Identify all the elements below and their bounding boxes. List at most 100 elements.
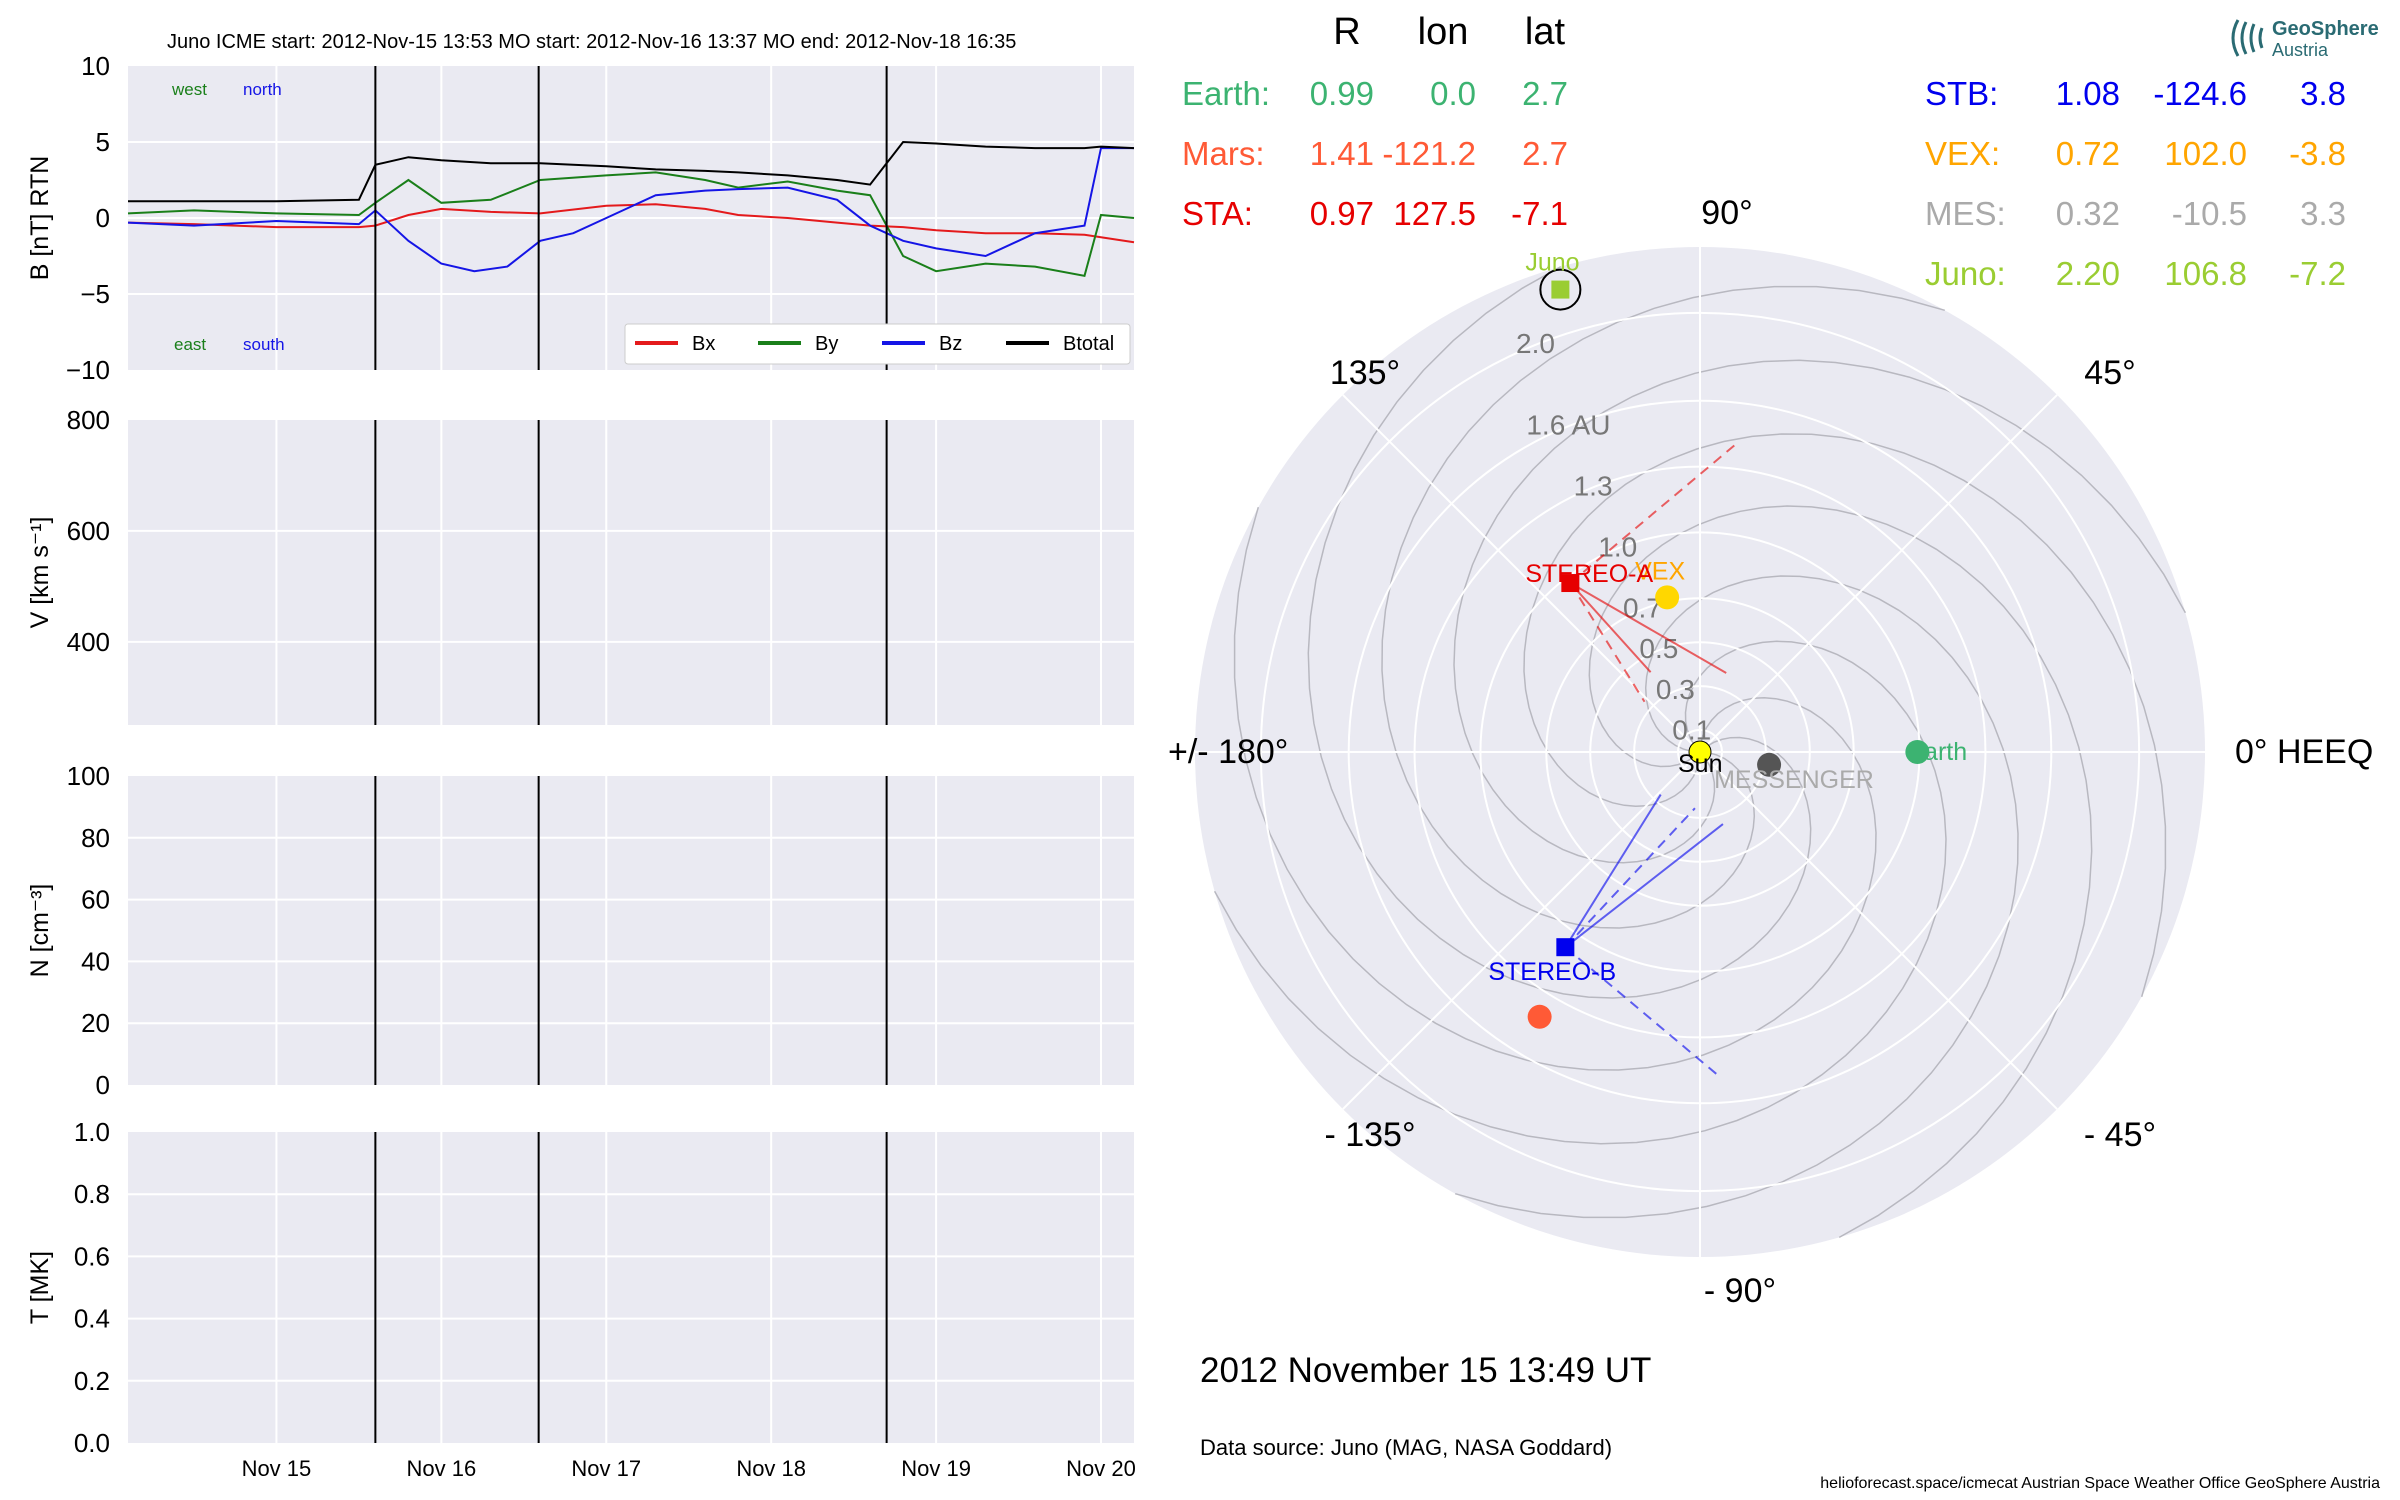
radial-label: 0.5 xyxy=(1639,633,1678,664)
messenger-label: MESSENGER xyxy=(1714,766,1874,794)
projection-line xyxy=(1569,444,1736,584)
positions-table-rows: Earth: 0.99 0.0 2.7 Mars: 1.41 -121.2 2.7 STA: 0.… xyxy=(1182,75,2346,292)
table-lat: 3.3 xyxy=(2300,195,2346,232)
x-tick-label: Nov 15 xyxy=(242,1456,312,1481)
angular-grid xyxy=(1342,394,1701,753)
vex-marker xyxy=(1655,585,1680,610)
y-tick-label: 0.4 xyxy=(74,1304,110,1334)
y-axis-label: V [km s⁻¹] xyxy=(26,517,54,629)
x-tick-label: Nov 18 xyxy=(736,1456,806,1481)
table-r: 0.32 xyxy=(2056,195,2120,232)
juno-marker xyxy=(1551,280,1570,299)
label-south: south xyxy=(243,335,285,354)
table-label: Mars: xyxy=(1182,135,1265,172)
y-tick-label: 1.0 xyxy=(74,1117,110,1147)
legend-btotal: Btotal xyxy=(1063,333,1114,355)
messenger-marker xyxy=(1757,752,1782,777)
table-r: 1.08 xyxy=(2056,75,2120,112)
angle-label: +/- 180° xyxy=(1168,733,1288,771)
table-label: STB: xyxy=(1925,75,1998,112)
table-lon: -121.2 xyxy=(1382,135,1476,172)
table-r: 1.41 xyxy=(1310,135,1374,172)
spiral-line xyxy=(1454,575,2019,1219)
table-r: 2.20 xyxy=(2056,255,2120,292)
spiral-line xyxy=(1523,433,2167,998)
spiral-line xyxy=(1307,265,1812,999)
table-lat: -7.2 xyxy=(2289,255,2346,292)
y-tick-label: 0.6 xyxy=(74,1241,110,1271)
logo-line1: GeoSphere xyxy=(2272,18,2379,40)
y-tick-label: 0.2 xyxy=(74,1366,110,1396)
y-tick-label: 800 xyxy=(67,405,110,435)
table-lon: -10.5 xyxy=(2172,195,2247,232)
y-tick-label: 0.8 xyxy=(74,1179,110,1209)
y-tick-label: 0 xyxy=(96,203,110,233)
y-tick-label: 80 xyxy=(81,823,110,853)
angle-label: 0° HEEQ xyxy=(2235,733,2373,771)
projection-line xyxy=(1564,794,1662,948)
y-tick-label: 5 xyxy=(96,127,110,157)
angular-grid xyxy=(1342,751,1701,1110)
y-axis-label: T [MK] xyxy=(26,1251,54,1324)
legend-bz: Bz xyxy=(939,333,962,355)
table-lon: 0.0 xyxy=(1430,75,1476,112)
panel-background xyxy=(128,420,1134,725)
angle-label: 45° xyxy=(2084,354,2135,392)
table-lon: 102.0 xyxy=(2164,135,2247,172)
polar-plot: 0.10.30.50.71.01.31.6 AU2.090°45°0° HEEQ… xyxy=(1168,194,2373,1310)
y-tick-label: 60 xyxy=(81,885,110,915)
table-lat: -3.8 xyxy=(2289,135,2346,172)
projection-line xyxy=(1569,582,1652,673)
y-tick-label: 10 xyxy=(81,51,110,81)
series-bx xyxy=(127,203,1135,244)
header-lon: lon xyxy=(1418,11,1469,53)
label-west: west xyxy=(171,80,207,99)
table-lat: -7.1 xyxy=(1511,195,1568,232)
radial-label: 1.0 xyxy=(1598,531,1637,562)
series-btotal xyxy=(128,140,1135,203)
y-tick-label: 0 xyxy=(96,1070,110,1100)
date-label: 2012 November 15 13:49 UT xyxy=(1200,1351,1651,1390)
header-r: R xyxy=(1333,11,1360,53)
y-tick-label: 600 xyxy=(67,516,110,546)
sun-marker xyxy=(1688,740,1712,764)
y-axis-label: B [nT] RTN xyxy=(26,156,54,281)
panel-background xyxy=(128,1132,1134,1443)
credits: helioforecast.space/icmecat Austrian Spa… xyxy=(1820,1475,2380,1492)
y-tick-label: −10 xyxy=(66,355,110,385)
panel-background xyxy=(128,776,1134,1085)
x-tick-label: Nov 20 xyxy=(1066,1456,1136,1481)
positions-table: R lon lat xyxy=(1333,11,1565,53)
label-north: north xyxy=(243,80,282,99)
spiral-line xyxy=(1588,505,2093,1239)
y-tick-label: 400 xyxy=(67,627,110,657)
sun-label: Sun xyxy=(1678,750,1722,778)
table-lon: 127.5 xyxy=(1393,195,1476,232)
y-axis-label: N [cm⁻³] xyxy=(26,884,54,978)
vex-label: VEX xyxy=(1635,557,1685,585)
earth-label: Earth xyxy=(1907,738,1967,766)
table-lat: 2.7 xyxy=(1522,75,1568,112)
panel-2: 800 600 400 V [km s⁻¹] xyxy=(26,405,1134,725)
radial-label: 2.0 xyxy=(1516,328,1555,359)
table-r: 0.72 xyxy=(2056,135,2120,172)
data-source: Data source: Juno (MAG, NASA Goddard) xyxy=(1200,1435,1612,1460)
label-east: east xyxy=(174,335,206,354)
header-lat: lat xyxy=(1525,11,1566,53)
angle-label: - 135° xyxy=(1324,1116,1415,1154)
earth-marker xyxy=(1905,740,1930,764)
spiral-line xyxy=(1213,640,1947,1145)
legend-bx: Bx xyxy=(692,333,715,355)
angle-label: - 45° xyxy=(2084,1116,2156,1154)
series-by xyxy=(127,171,1135,277)
table-lon: -124.6 xyxy=(2153,75,2247,112)
x-tick-label: Nov 19 xyxy=(901,1456,971,1481)
x-tick-label: Nov 17 xyxy=(571,1456,641,1481)
radial-label: 0.3 xyxy=(1656,674,1695,705)
table-label: Juno: xyxy=(1925,255,2006,292)
stereo-b-label: STEREO-B xyxy=(1488,958,1616,986)
panel-4: 1.0 0.8 0.6 0.4 0.2 0.0 T [MK] xyxy=(26,1117,1134,1458)
geosphere-logo-icon xyxy=(2231,19,2264,57)
